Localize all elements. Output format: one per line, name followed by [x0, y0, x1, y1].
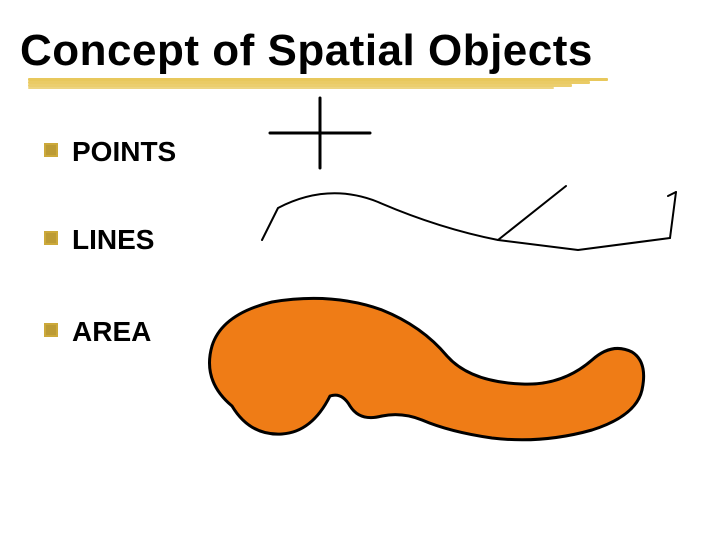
area-blob-icon: [192, 286, 652, 446]
slide: Concept of Spatial Objects POINTS LINES …: [0, 0, 720, 540]
bullet-glyph-icon: [42, 141, 60, 164]
slide-title: Concept of Spatial Objects: [20, 26, 593, 76]
bullet-label: POINTS: [72, 136, 176, 168]
bullet-item: LINES: [42, 224, 154, 256]
bullet-glyph-icon: [42, 229, 60, 252]
bullet-item: AREA: [42, 316, 151, 348]
point-cross-icon: [270, 98, 370, 168]
lines-sketch-icon: [258, 180, 688, 270]
bullet-glyph-icon: [42, 321, 60, 344]
bullet-label: AREA: [72, 316, 151, 348]
title-underline: [28, 78, 608, 94]
bullet-label: LINES: [72, 224, 154, 256]
bullet-item: POINTS: [42, 136, 176, 168]
